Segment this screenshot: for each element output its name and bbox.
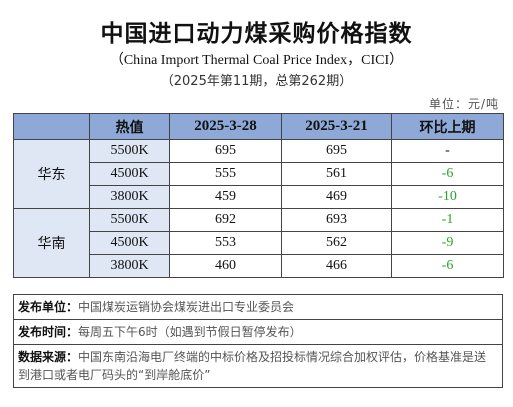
note-source-text: 中国东南沿海电厂终端的中标价格及招投标情况综合加权评估，价格基准是送到港口或者电…: [18, 350, 487, 382]
price-table: 热值 2025-3-28 2025-3-21 环比上期 华东 5500K 695 69…: [13, 113, 504, 278]
region-cell: 华南: [13, 208, 90, 278]
grade-cell: 5500K: [89, 208, 170, 232]
subtitle-issue: （2025年第11期，总第262期）: [160, 74, 353, 89]
table-row: 3800K 460 466 -6: [14, 254, 504, 278]
header-change: 环比上期: [391, 113, 504, 140]
change-cell: -1: [391, 208, 504, 232]
table-row: 4500K 555 561 -6: [14, 162, 504, 186]
grade-cell: 3800K: [89, 185, 170, 209]
header-region: [13, 113, 90, 140]
note-time: 发布时间：每周五下午6时（如遇到节假日暂停发布）: [13, 320, 503, 345]
note-source-label: 数据来源：: [18, 350, 79, 364]
previous-price-cell: 695: [281, 139, 392, 163]
grade-cell: 4500K: [89, 162, 170, 186]
current-price-cell: 460: [169, 254, 282, 278]
notes-section: 发布单位：中国煤炭运销协会煤炭进出口专业委员会 发布时间：每周五下午6时（如遇到…: [13, 294, 503, 388]
note-time-label: 发布时间：: [18, 325, 79, 339]
previous-price-cell: 693: [281, 208, 392, 232]
page-title: 中国进口动力煤采购价格指数: [100, 21, 413, 47]
grade-cell: 5500K: [89, 139, 170, 163]
note-time-text: 每周五下午6时（如遇到节假日暂停发布）: [78, 325, 302, 339]
previous-price-cell: 469: [281, 185, 392, 209]
note-publisher: 发布单位：中国煤炭运销协会煤炭进出口专业委员会: [13, 294, 503, 320]
table-row: 华南 5500K 692 693 -1: [13, 208, 504, 278]
note-publisher-text: 中国煤炭运销协会煤炭进出口专业委员会: [78, 300, 295, 314]
previous-price-cell: 466: [281, 254, 392, 278]
change-cell: -9: [391, 231, 504, 255]
current-price-cell: 555: [169, 162, 282, 186]
table-row: 4500K 553 562 -9: [14, 231, 504, 255]
current-price-cell: 695: [169, 139, 282, 163]
note-source: 数据来源：中国东南沿海电厂终端的中标价格及招投标情况综合加权评估，价格基准是送到…: [13, 345, 503, 388]
change-cell: -: [391, 139, 504, 163]
previous-price-cell: 562: [281, 231, 392, 255]
table-row: 华东 5500K 695 695-: [13, 139, 504, 209]
grade-cell: 4500K: [89, 231, 170, 255]
change-cell: -6: [391, 254, 504, 278]
table-header-row: 热值 2025-3-28 2025-3-21 环比上期: [13, 113, 504, 140]
current-price-cell: 692: [169, 208, 282, 232]
header-calorific: 热值: [89, 113, 170, 140]
unit-label: 单位：元/吨: [428, 97, 499, 111]
previous-price-cell: 561: [281, 162, 392, 186]
region-cell: 华东: [13, 139, 90, 209]
header-current-date: 2025-3-28: [169, 113, 282, 140]
change-cell: -6: [391, 162, 504, 186]
current-price-cell: 553: [169, 231, 282, 255]
grade-cell: 3800K: [89, 254, 170, 278]
header-previous-date: 2025-3-21: [281, 113, 392, 140]
subtitle-english: （China Import Thermal Coal Price Index，C…: [109, 53, 404, 68]
change-cell: -10: [391, 185, 504, 209]
current-price-cell: 459: [169, 185, 282, 209]
note-publisher-label: 发布单位：: [18, 300, 79, 314]
